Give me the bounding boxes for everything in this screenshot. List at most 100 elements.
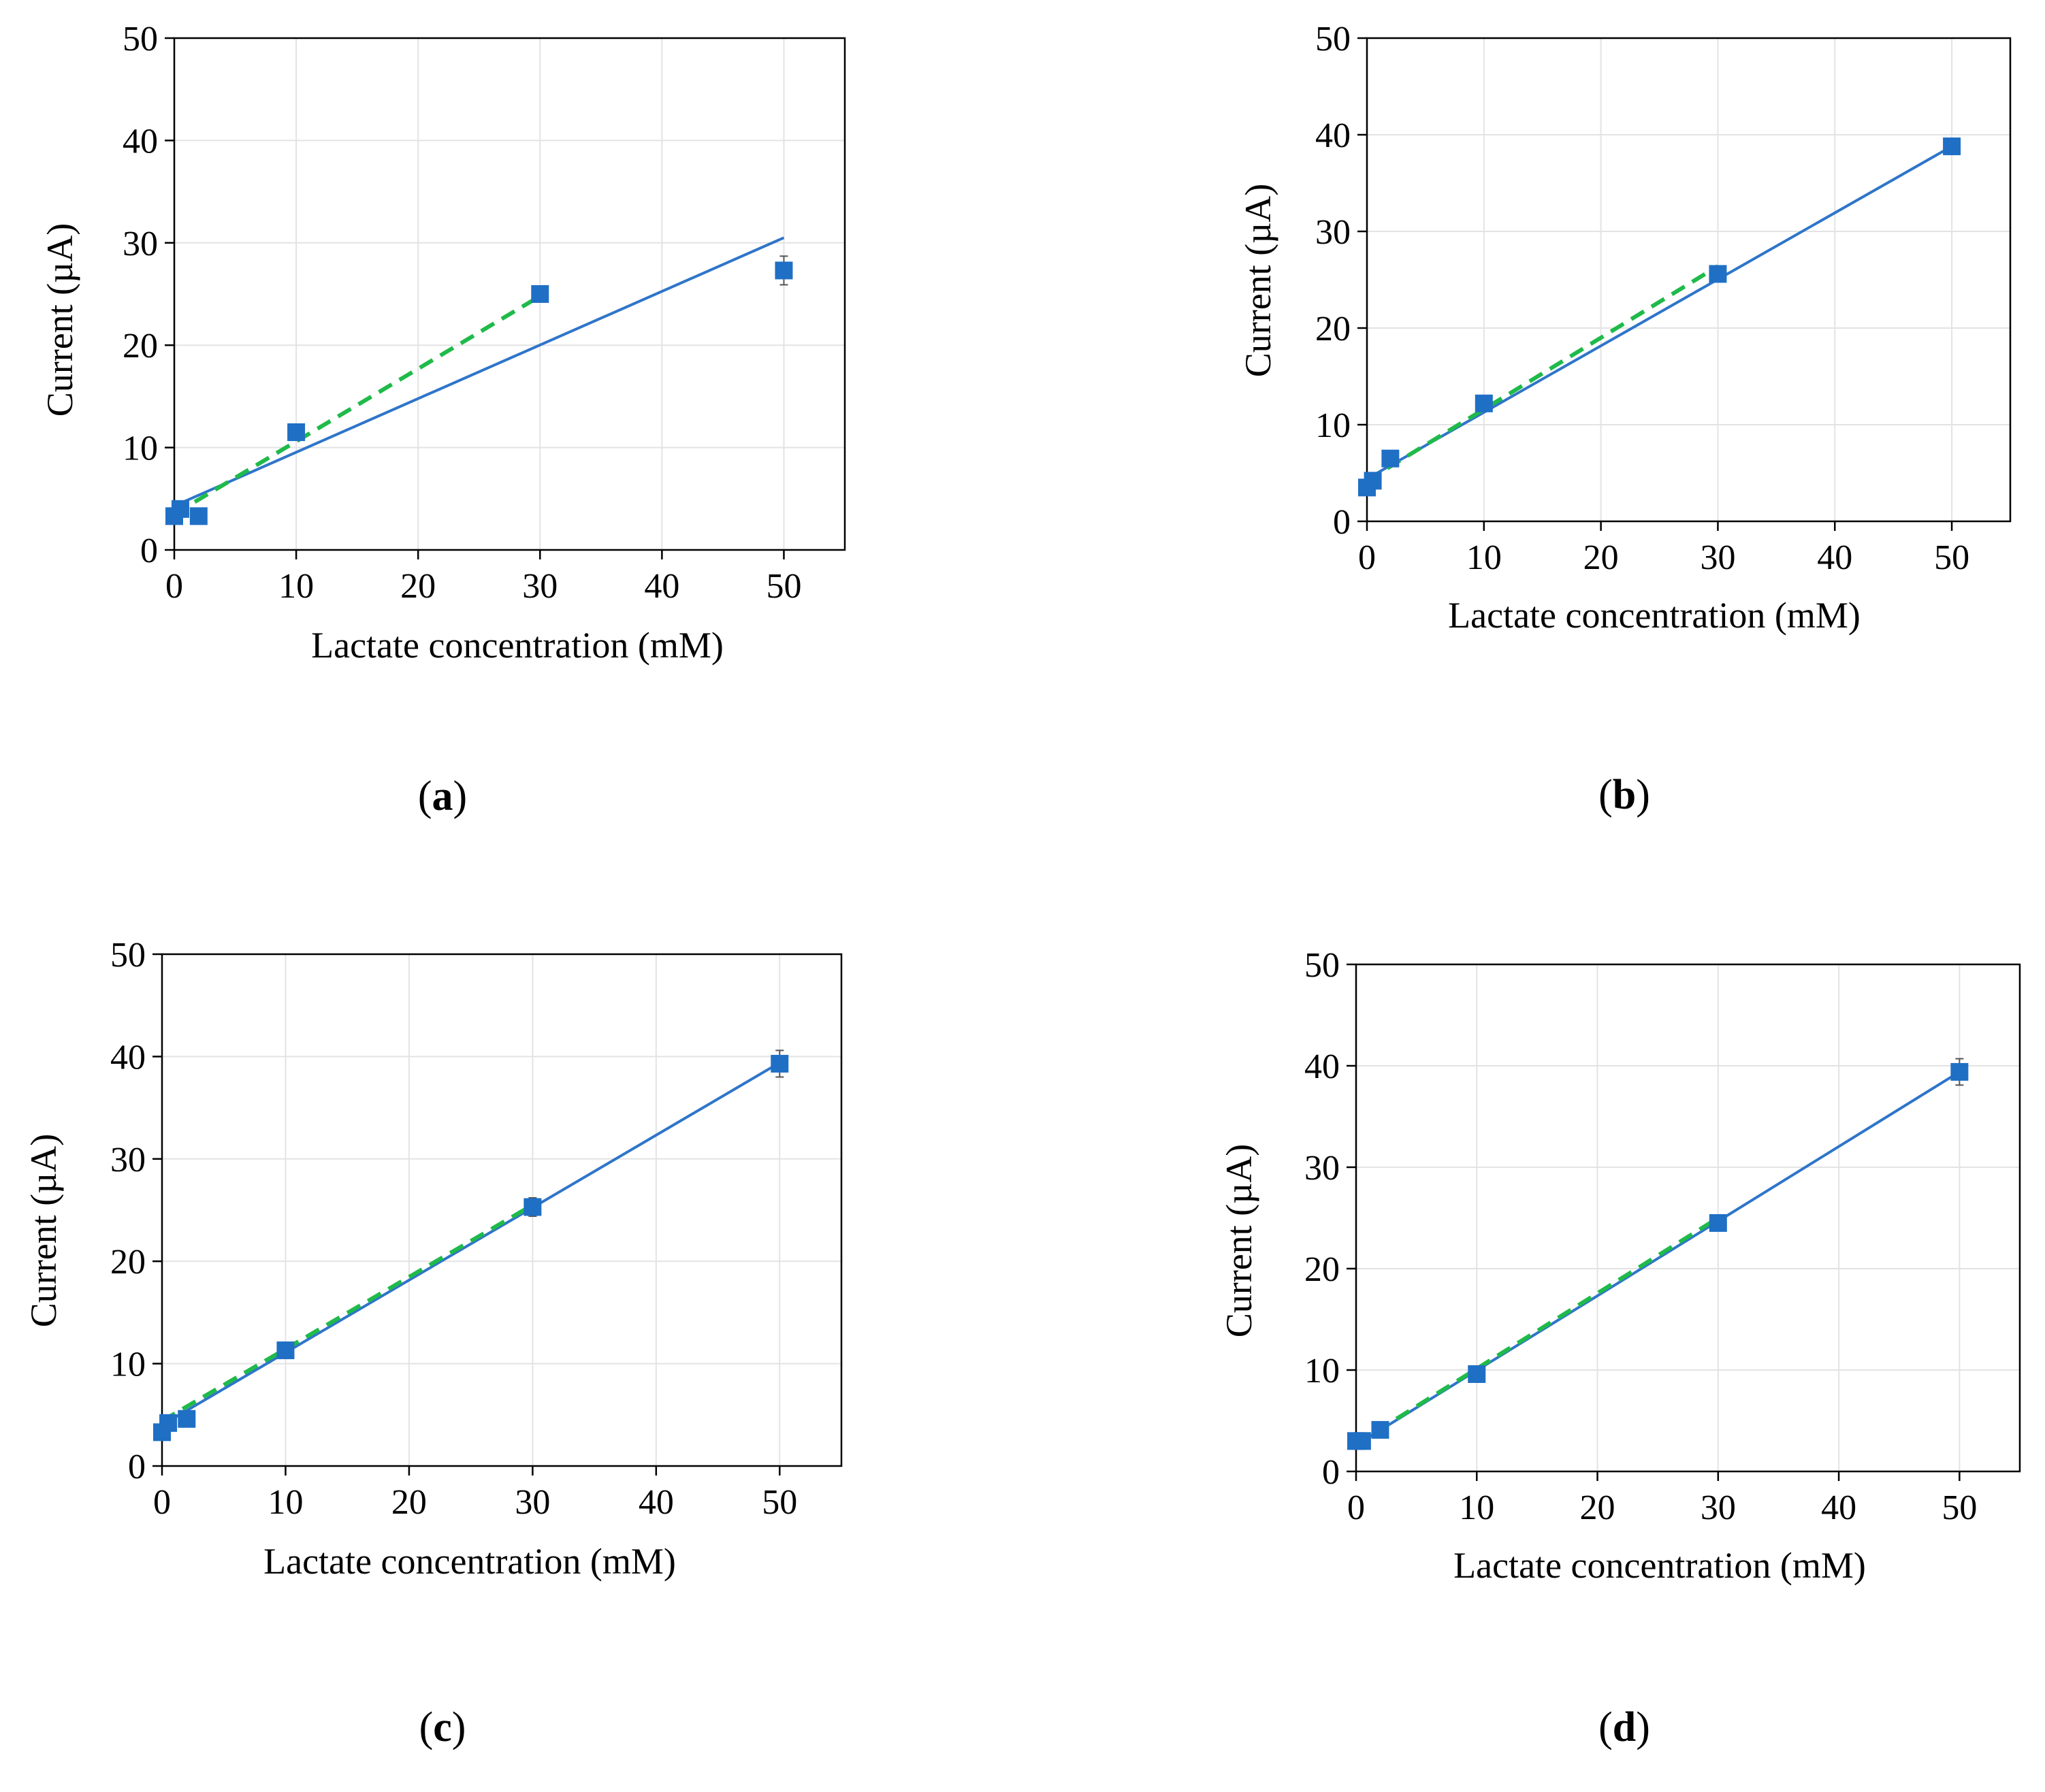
plot-frame (1366, 37, 2012, 523)
data-point-marker (159, 1414, 178, 1432)
x-tick-label: 40 (639, 1483, 674, 1522)
y-tick-label: 50 (110, 936, 146, 975)
plot-area-a: 0 10 20 30 40 50 0 10 20 30 40 50 (123, 20, 846, 606)
label-letter: c (433, 1704, 452, 1750)
label-paren-close: ) (1636, 1704, 1650, 1750)
y-tick-label: 50 (123, 20, 158, 59)
x-axis-title: Lactate concentration (mM) (311, 625, 724, 666)
x-tick-label: 0 (165, 567, 183, 606)
y-axis-title: Current (µA) (23, 1134, 64, 1328)
x-tick-label: 30 (515, 1483, 550, 1522)
fit-line-solid (1355, 1071, 1961, 1446)
data-point-marker (1943, 137, 1961, 156)
y-tick-label: 0 (128, 1448, 146, 1486)
x-tick-label: 40 (1817, 538, 1852, 577)
x-tick-label: 50 (766, 567, 801, 606)
label-paren-close: ) (1636, 772, 1650, 818)
x-tick-label: 40 (644, 567, 679, 606)
x-tick-label: 20 (1580, 1488, 1615, 1527)
y-tick-label: 40 (110, 1038, 146, 1077)
data-point-marker (178, 1410, 196, 1428)
plot-frame (173, 37, 846, 551)
label-letter: d (1613, 1704, 1636, 1750)
y-axis-title: Current (µA) (39, 223, 80, 417)
x-tick-label: 10 (1466, 538, 1502, 577)
y-tick-label: 10 (110, 1346, 146, 1384)
data-point-marker (276, 1341, 295, 1360)
data-point-marker (524, 1198, 542, 1216)
y-axis-title: Current (µA) (1238, 184, 1278, 378)
y-tick-label: 10 (1304, 1352, 1340, 1390)
y-tick-label: 50 (1304, 946, 1340, 985)
y-tick-label: 30 (123, 225, 158, 263)
data-point-marker (1371, 1420, 1389, 1439)
data-point-marker (771, 1054, 789, 1073)
x-tick-label: 20 (400, 567, 436, 606)
y-tick-label: 0 (1322, 1453, 1340, 1492)
x-tick-label: 10 (268, 1483, 303, 1522)
data-point-marker (1353, 1432, 1371, 1450)
panel-label: (c) (419, 1704, 466, 1750)
panel-label: (a) (418, 773, 467, 819)
data-point-marker (1381, 449, 1400, 468)
data-point-marker (1709, 1213, 1727, 1232)
x-tick-label: 30 (522, 567, 558, 606)
x-tick-label: 10 (1459, 1488, 1494, 1527)
y-tick-label: 0 (140, 532, 158, 570)
x-tick-label: 20 (1583, 538, 1619, 577)
label-letter: a (432, 773, 453, 819)
y-tick-label: 30 (110, 1141, 146, 1179)
y-tick-label: 40 (1304, 1047, 1340, 1086)
x-axis-title: Lactate concentration (mM) (263, 1541, 676, 1582)
panel-label: (b) (1598, 772, 1650, 818)
plot-area-c: 0 10 20 30 40 50 0 10 20 30 40 50 (110, 936, 843, 1522)
fit-line-dashed (1366, 264, 1720, 483)
x-tick-label: 30 (1700, 538, 1735, 577)
x-tick-label: 0 (153, 1483, 171, 1522)
x-tick-label: 40 (1821, 1488, 1856, 1527)
panel-d: 0 10 20 30 40 50 0 10 20 30 40 50 Lactate concentra… (1219, 946, 2021, 1750)
y-tick-label: 30 (1304, 1149, 1340, 1188)
fit-line-solid (1366, 145, 1953, 480)
y-tick-label: 50 (1315, 20, 1351, 59)
x-axis-title: Lactate concentration (mM) (1448, 595, 1861, 636)
y-tick-label: 10 (123, 429, 158, 468)
y-tick-label: 30 (1315, 213, 1351, 252)
panel-a: 0 10 20 30 40 50 0 10 20 30 40 50 Lactate concentra… (39, 20, 846, 819)
y-axis-title: Current (µA) (1219, 1144, 1259, 1338)
data-point-marker (189, 507, 208, 525)
data-point-marker (531, 285, 549, 303)
data-point-marker (1709, 265, 1727, 283)
x-tick-label: 10 (278, 567, 314, 606)
data-point-marker (775, 261, 793, 280)
x-tick-label: 0 (1358, 538, 1376, 577)
plot-frame (1355, 963, 2021, 1473)
label-paren-open: ( (418, 773, 432, 819)
x-tick-label: 0 (1347, 1488, 1365, 1527)
panel-b: 0 10 20 30 40 50 0 10 20 30 40 50 Lactate concentra… (1238, 20, 2012, 818)
data-point-marker (1475, 394, 1493, 412)
plot-area-d: 0 10 20 30 40 50 0 10 20 30 40 50 (1304, 946, 2021, 1527)
fit-line-solid (161, 1061, 781, 1427)
plot-frame (161, 953, 843, 1467)
plot-area-b: 0 10 20 30 40 50 0 10 20 30 40 50 (1315, 20, 2012, 577)
x-axis-title: Lactate concentration (mM) (1453, 1545, 1866, 1586)
data-point-marker (171, 500, 189, 518)
label-paren-close: ) (453, 773, 468, 819)
fit-line-solid (174, 236, 785, 508)
y-tick-label: 20 (123, 327, 158, 365)
label-paren-open: ( (1598, 1704, 1613, 1750)
x-tick-label: 30 (1701, 1488, 1736, 1527)
label-paren-open: ( (419, 1704, 434, 1750)
data-point-marker (1364, 472, 1382, 490)
panel-c: 0 10 20 30 40 50 0 10 20 30 40 50 Lactate concentra… (23, 936, 843, 1750)
y-tick-label: 20 (1315, 310, 1351, 348)
label-letter: b (1613, 772, 1636, 818)
data-point-marker (1950, 1062, 1969, 1081)
label-paren-open: ( (1598, 772, 1613, 818)
y-tick-label: 20 (110, 1243, 146, 1282)
y-tick-label: 0 (1333, 503, 1351, 542)
data-point-marker (1468, 1365, 1486, 1383)
y-tick-label: 40 (123, 122, 158, 161)
x-tick-label: 50 (1942, 1488, 1977, 1527)
